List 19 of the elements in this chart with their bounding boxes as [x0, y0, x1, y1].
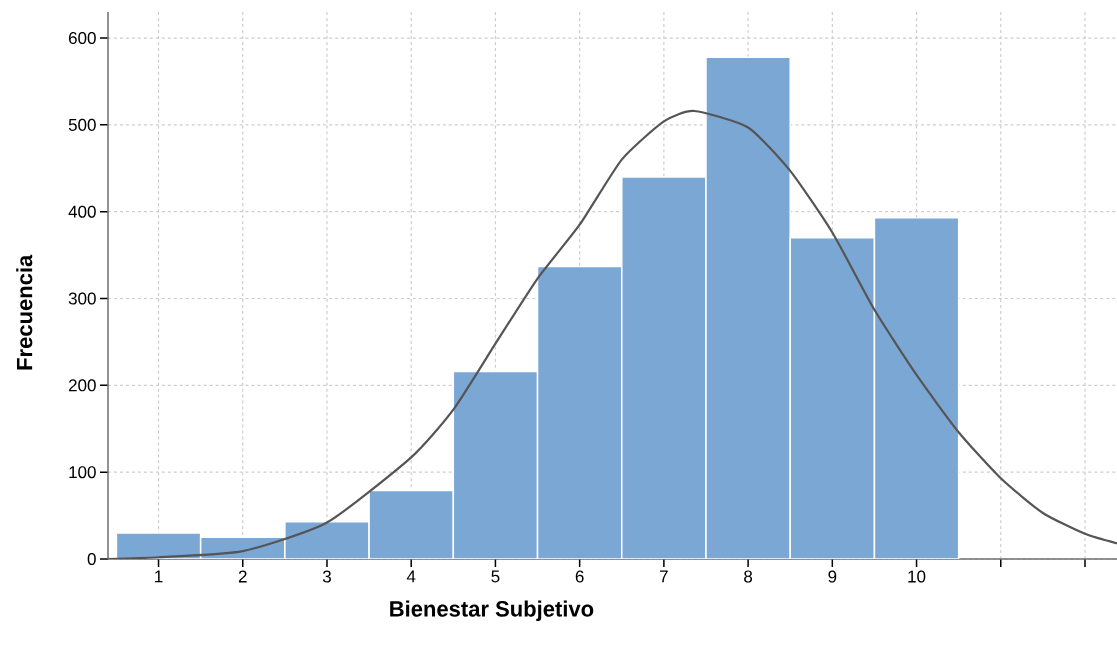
x-tick-label: 4: [406, 570, 416, 583]
y-tick-label: 200: [68, 379, 96, 392]
x-tick-label: 2: [238, 570, 247, 583]
x-tick-label: 5: [491, 570, 500, 583]
x-tick-label: 9: [828, 570, 837, 583]
y-tick-label: 600: [68, 32, 96, 45]
x-axis-title: Bienestar Subjetivo: [390, 600, 594, 622]
x-tick-label: 10: [908, 570, 926, 583]
y-tick-label: 0: [87, 552, 96, 566]
y-tick-label: 500: [68, 118, 96, 131]
y-tick-label: 300: [68, 292, 96, 305]
x-tick-label: 1: [155, 570, 163, 583]
x-tick-label: 8: [744, 570, 753, 583]
y-axis-title: Frecuencia: [16, 254, 33, 370]
x-tick-label: 6: [575, 570, 584, 583]
x-tick-label: 3: [322, 570, 331, 583]
y-tick-label: 100: [69, 466, 96, 479]
x-tick-label: 7: [660, 570, 668, 583]
y-tick-label: 400: [68, 205, 96, 218]
